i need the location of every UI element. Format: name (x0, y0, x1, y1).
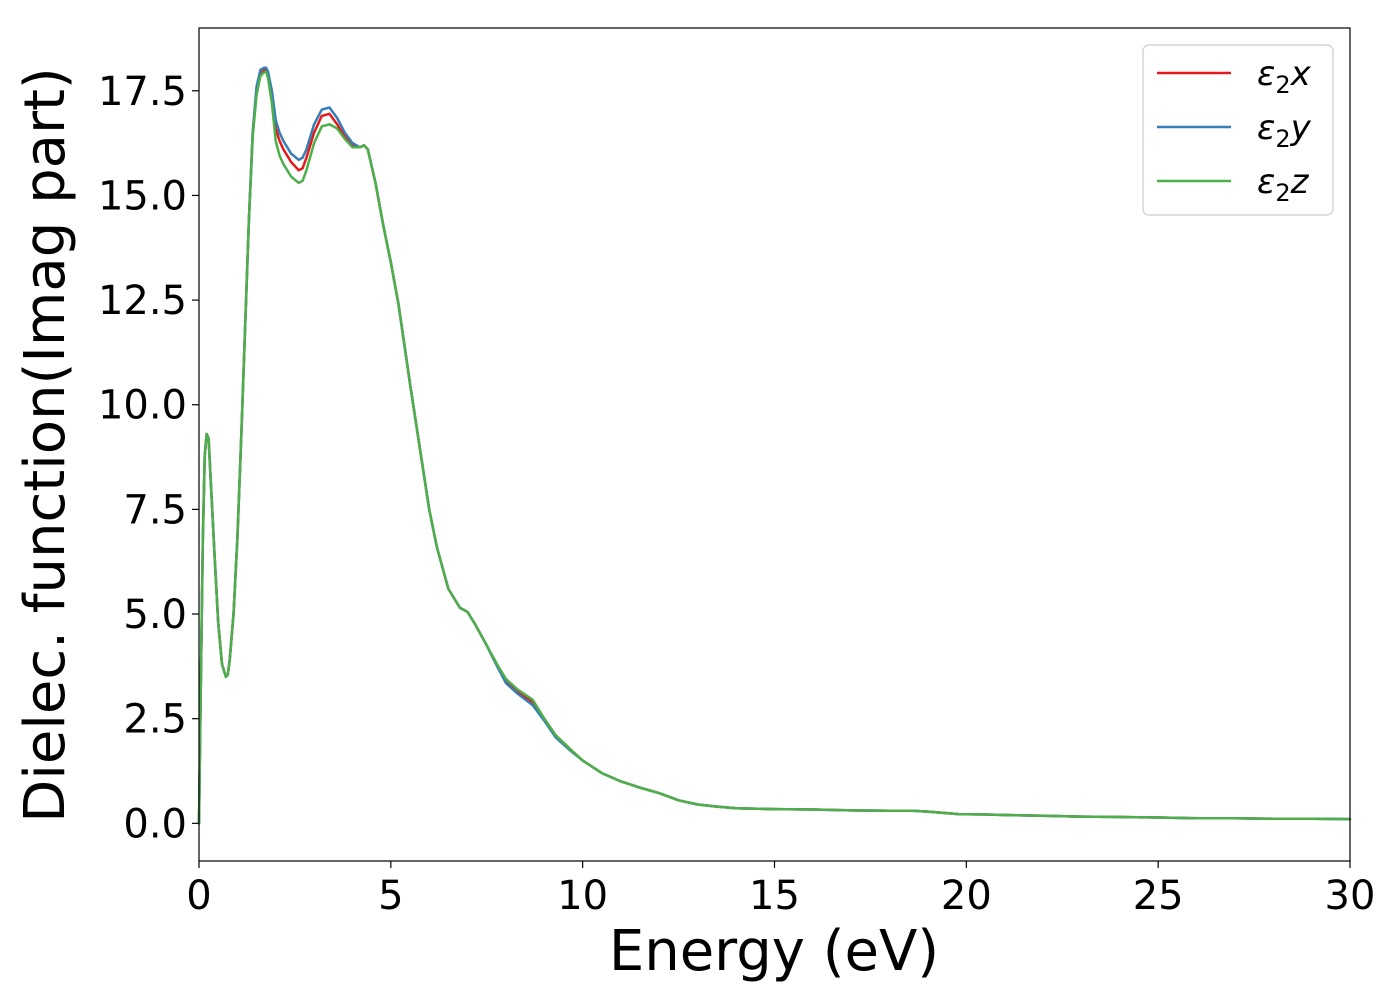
legend-label-x: ε2x (1257, 54, 1312, 99)
y-tick-label: 0.0 (123, 801, 187, 847)
y-tick-label: 2.5 (123, 697, 187, 743)
y-tick-label: 12.5 (98, 278, 187, 324)
legend-items: ε2x ε2y ε2z (1157, 54, 1312, 207)
legend-label-z: ε2z (1257, 162, 1310, 207)
x-tick-label: 10 (557, 873, 608, 919)
x-tick-label: 20 (941, 873, 992, 919)
y-ticks: 0.0 2.5 5.0 7.5 10.0 12.5 15.0 17.5 (98, 69, 199, 847)
y-tick-label: 10.0 (98, 383, 187, 429)
y-tick-label: 15.0 (98, 173, 187, 219)
x-tick-label: 0 (186, 873, 211, 919)
x-axis-title: Energy (eV) (609, 919, 939, 984)
y-tick-label: 5.0 (123, 592, 187, 638)
x-tick-label: 30 (1325, 873, 1376, 919)
y-tick-label: 17.5 (98, 69, 187, 115)
x-ticks: 0 5 10 15 20 25 30 (186, 861, 1375, 919)
x-tick-label: 5 (378, 873, 403, 919)
legend-label-y: ε2y (1257, 108, 1312, 153)
y-tick-label: 7.5 (123, 487, 187, 533)
series-layer (197, 66, 1352, 825)
x-tick-label: 25 (1133, 873, 1184, 919)
series-line-z (197, 70, 1352, 825)
x-tick-label: 15 (749, 873, 800, 919)
legend-box (1142, 44, 1334, 216)
legend: ε2x ε2y ε2z (1142, 44, 1334, 216)
y-axis-title: Dielec. function(Imag part) (13, 67, 78, 823)
